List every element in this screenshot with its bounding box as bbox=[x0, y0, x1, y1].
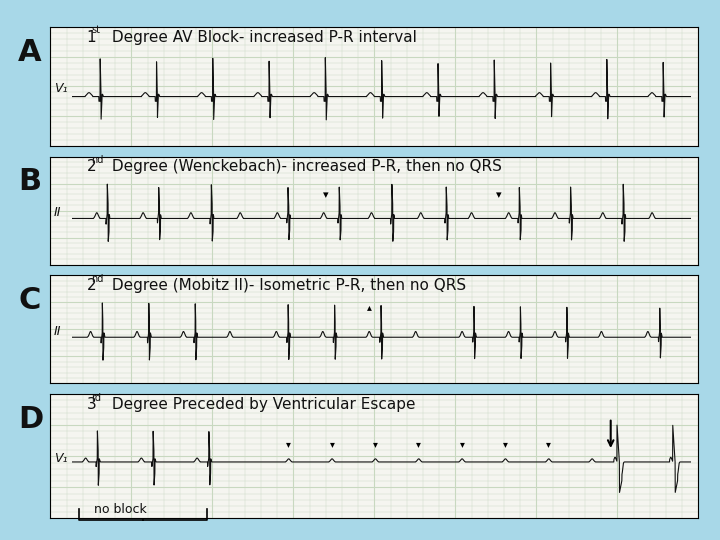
Text: ▾: ▾ bbox=[330, 439, 335, 449]
Text: ▾: ▾ bbox=[496, 190, 502, 200]
Text: 3: 3 bbox=[86, 397, 96, 412]
Text: ▾: ▾ bbox=[373, 439, 378, 449]
Text: Degree (Wenckebach)- increased P-R, then no QRS: Degree (Wenckebach)- increased P-R, then… bbox=[107, 159, 502, 174]
Text: II: II bbox=[54, 325, 61, 338]
Text: 2: 2 bbox=[86, 159, 96, 174]
Text: Degree AV Block- increased P-R interval: Degree AV Block- increased P-R interval bbox=[107, 30, 417, 45]
Text: V₁: V₁ bbox=[54, 453, 68, 465]
Text: rd: rd bbox=[91, 393, 102, 403]
Text: 1: 1 bbox=[86, 30, 96, 45]
Text: A: A bbox=[18, 38, 42, 67]
Text: D: D bbox=[18, 405, 43, 434]
Text: ▾: ▾ bbox=[287, 439, 291, 449]
Text: ▾: ▾ bbox=[503, 439, 508, 449]
Text: ▾: ▾ bbox=[459, 439, 464, 449]
Text: ▾: ▾ bbox=[416, 439, 421, 449]
Text: nd: nd bbox=[91, 274, 104, 284]
Text: no block: no block bbox=[94, 503, 146, 516]
Text: ▾: ▾ bbox=[323, 190, 329, 200]
Text: st: st bbox=[91, 25, 101, 36]
Text: Degree Preceded by Ventricular Escape: Degree Preceded by Ventricular Escape bbox=[107, 397, 415, 412]
Text: Degree (Mobitz II)- Isometric P-R, then no QRS: Degree (Mobitz II)- Isometric P-R, then … bbox=[107, 278, 467, 293]
Text: ▾: ▾ bbox=[546, 439, 552, 449]
Text: B: B bbox=[18, 167, 41, 197]
Text: II: II bbox=[54, 206, 61, 219]
Text: 2: 2 bbox=[86, 278, 96, 293]
Text: V₁: V₁ bbox=[54, 82, 68, 95]
Text: C: C bbox=[18, 286, 40, 315]
Text: ▴: ▴ bbox=[366, 302, 372, 312]
Text: nd: nd bbox=[91, 155, 104, 165]
